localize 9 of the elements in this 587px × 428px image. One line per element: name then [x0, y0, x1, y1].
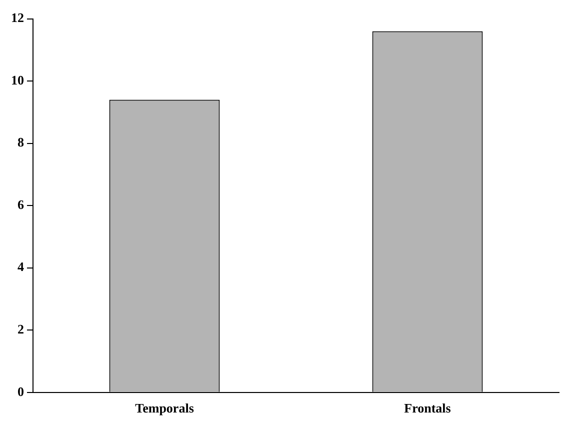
y-tick-label: 0: [18, 384, 24, 399]
y-tick-label: 12: [11, 10, 24, 26]
x-tick-label: Temporals: [135, 400, 194, 416]
y-tick-label: 8: [18, 134, 24, 150]
y-tick-label: 2: [18, 321, 24, 336]
x-tick-label: Frontals: [404, 400, 451, 416]
y-tick-label: 4: [18, 259, 24, 274]
y-tick-label: 6: [18, 196, 24, 212]
y-tick-label: 10: [11, 72, 24, 88]
